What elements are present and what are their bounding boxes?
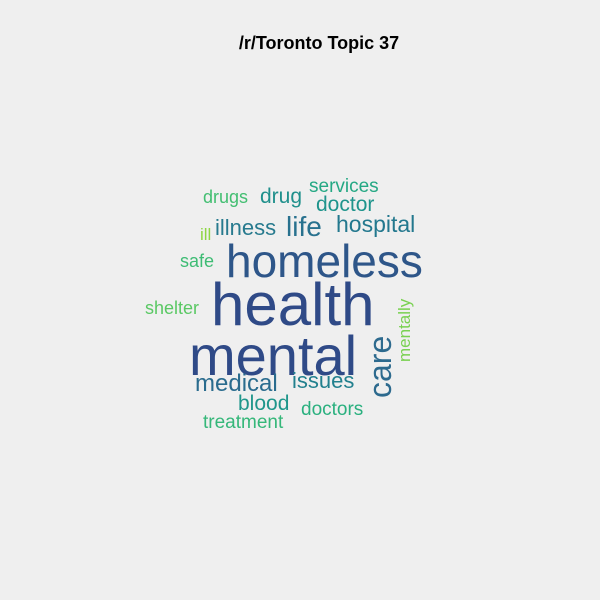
word-mentally: mentally <box>395 298 414 362</box>
word-medical: medical <box>195 370 278 397</box>
word-mental: mental <box>189 324 358 387</box>
word-drugs: drugs <box>203 187 249 207</box>
word-hospital: hospital <box>336 211 416 237</box>
word-services: services <box>309 176 379 197</box>
word-blood: blood <box>238 392 290 415</box>
word-treatment: treatment <box>203 412 284 433</box>
word-ill: ill <box>200 225 212 244</box>
word-shelter: shelter <box>145 298 200 318</box>
word-issues: issues <box>292 368 355 393</box>
word-doctor: doctor <box>316 193 375 216</box>
word-safe: safe <box>180 251 215 271</box>
word-illness: illness <box>215 215 277 240</box>
word-homeless: homeless <box>226 235 423 287</box>
word-health: health <box>211 271 375 338</box>
word-drug: drug <box>260 185 303 208</box>
word-life: life <box>286 211 322 242</box>
page-title: /r/Toronto Topic 37 <box>238 33 400 53</box>
word-care: care <box>362 335 398 398</box>
word-doctors: doctors <box>301 399 364 420</box>
